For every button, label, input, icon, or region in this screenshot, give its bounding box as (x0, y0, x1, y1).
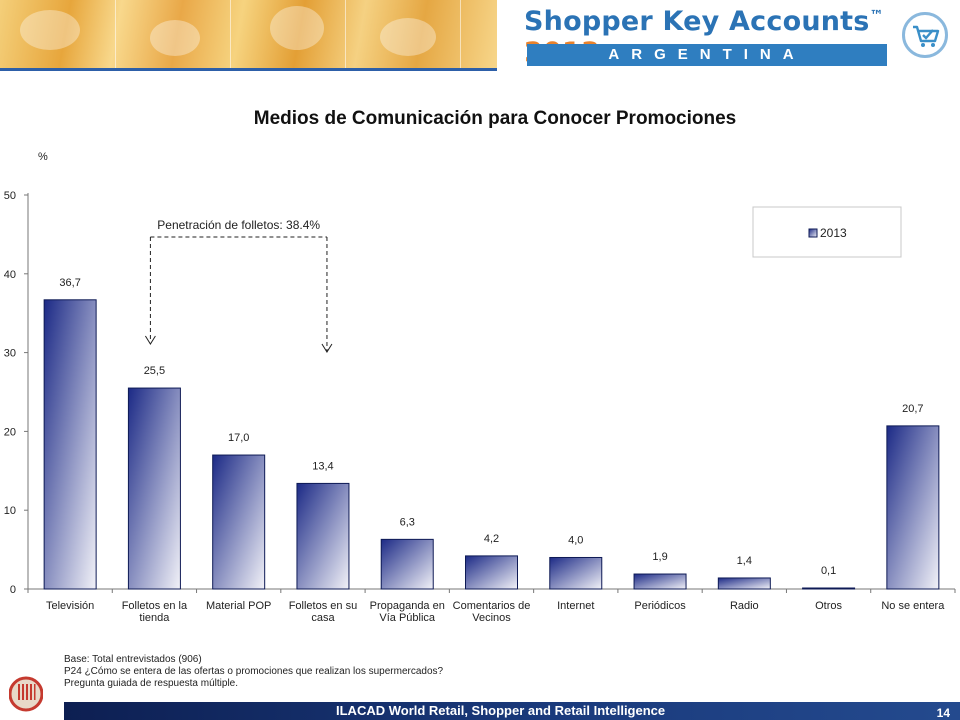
bar (717, 577, 771, 590)
brand-trademark: ™ (869, 8, 884, 24)
arrow-down-icon (144, 335, 156, 345)
arrow-down-icon (321, 343, 333, 353)
y-tick-label: 10 (4, 505, 16, 517)
x-category-label: Folletos en su (289, 600, 357, 612)
footer-text: ILACAD World Retail, Shopper and Retail … (336, 703, 666, 718)
legend-swatch (808, 228, 818, 238)
bar-value-label: 36,7 (59, 277, 80, 289)
x-category-label: Folletos en la (122, 600, 188, 612)
legend: 2013 (752, 206, 902, 258)
bar (465, 555, 518, 590)
bar (886, 425, 940, 590)
bar (380, 538, 434, 590)
bar-value-label: 1,9 (652, 551, 667, 563)
footer-bar: ILACAD World Retail, Shopper and Retail … (64, 702, 960, 720)
bar-value-label: 17,0 (228, 432, 249, 444)
bar-value-label: 20,7 (902, 403, 923, 415)
bar (296, 482, 350, 590)
bar-chart: Penetración de folletos: 38.4% 0 10 20 30 40… (4, 151, 956, 624)
x-category-label: Material POP (206, 600, 271, 612)
bar-value-label: 4,2 (484, 533, 499, 545)
header-photo-banner (0, 0, 497, 68)
x-category-label: Propaganda en (370, 600, 445, 612)
footnote-base: Base: Total entrevistados (906) (64, 654, 202, 665)
x-category-label: Televisión (46, 600, 94, 612)
brand-name: Shopper Key Accounts (524, 6, 870, 37)
y-tick-label: 50 (4, 190, 16, 202)
y-tick-label: 0 (10, 584, 16, 596)
x-category-label: Vía Pública (379, 612, 436, 624)
y-axis-unit-label: % (38, 151, 48, 163)
bar (549, 556, 603, 590)
quality-seal-icon (9, 676, 43, 712)
x-category-label: No se entera (881, 600, 945, 612)
shopping-cart-logo (902, 12, 948, 58)
footnote: Base: Total entrevistados (906) P24 ¿Cóm… (64, 654, 443, 690)
annotation-group: Penetración de folletos: 38.4% (144, 218, 333, 353)
x-category-label: Comentarios de (453, 600, 531, 612)
x-category-label: Vecinos (472, 612, 511, 624)
bar-value-label: 6,3 (400, 516, 415, 528)
y-tick-label: 40 (4, 269, 16, 281)
chart-axes: 0 10 20 30 40 50% Televisión Folletos en latien… (4, 151, 956, 624)
legend-label: 2013 (820, 226, 847, 240)
bar-value-label: 25,5 (144, 365, 165, 377)
x-category-label: casa (311, 612, 335, 624)
page-number: 14 (936, 706, 950, 720)
x-category-label: Otros (815, 600, 842, 612)
bar (633, 573, 687, 590)
x-category-label: tienda (139, 612, 170, 624)
header-separator (0, 68, 497, 71)
footnote-note: Pregunta guiada de respuesta múltiple. (64, 678, 239, 689)
bar (43, 299, 97, 590)
x-category-label: Periódicos (634, 600, 686, 612)
legend-box (752, 206, 902, 258)
chart-title: Medios de Comunicación para Conocer Prom… (253, 108, 737, 129)
bar (212, 454, 266, 590)
y-tick-label: 20 (4, 426, 16, 438)
bars-group: 36,7 25,5 17,0 13,4 6,3 4,2 4,0 1,9 1,4 0,1 20,7 (43, 277, 940, 590)
annotation-label: Penetración de folletos: 38.4% (157, 218, 320, 232)
bar-value-label: 0,1 (821, 565, 836, 577)
bar (802, 587, 856, 590)
footnote-question: P24 ¿Cómo se entera de las ofertas o pro… (64, 666, 444, 677)
x-category-label: Internet (557, 600, 594, 612)
shopping-cart-icon (913, 25, 940, 47)
country-banner: ARGENTINA (527, 44, 887, 66)
bar (127, 387, 181, 590)
x-category-label: Radio (730, 600, 759, 612)
bar-value-label: 4,0 (568, 534, 583, 546)
bar-value-label: 13,4 (312, 460, 333, 472)
y-tick-label: 30 (4, 348, 16, 360)
bar-value-label: 1,4 (737, 555, 752, 567)
